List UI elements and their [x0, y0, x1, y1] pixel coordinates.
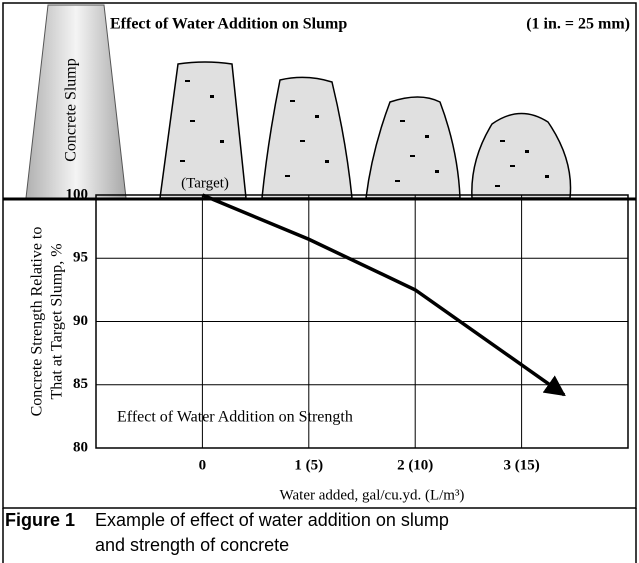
caption-line: Example of effect of water addition on s… — [95, 510, 449, 530]
x-tick-label: 2 (10) — [397, 457, 433, 473]
y-tick-label: 90 — [73, 313, 88, 329]
slump-shape — [366, 97, 460, 198]
slump-shape — [472, 113, 571, 198]
data-line — [202, 195, 564, 395]
x-tick-label: 1 (5) — [294, 457, 323, 473]
y-tick-label: 100 — [66, 186, 89, 202]
caption-label: Figure 1 — [5, 510, 75, 530]
slump-note: (1 in. = 25 mm) — [526, 16, 630, 33]
slump-shape — [262, 77, 352, 198]
y-tick-label: 80 — [73, 439, 88, 455]
y-axis-label: That at Target Slump, % — [49, 243, 66, 399]
x-tick-label: 3 (15) — [503, 457, 539, 473]
slump-title: Effect of Water Addition on Slump — [110, 16, 347, 33]
page: {"chart_data": {"type": "line", "slump_p… — [0, 0, 639, 563]
target-label: (Target) — [181, 175, 229, 191]
y-axis-label: Concrete Strength Relative to — [29, 227, 46, 417]
y-tick-label: 85 — [73, 376, 88, 392]
x-axis-label: Water added, gal/cu.yd. (L/m³) — [280, 487, 465, 503]
cone-label: Concrete Slump — [63, 58, 80, 162]
y-tick-label: 95 — [73, 250, 88, 266]
annotation: Effect of Water Addition on Strength — [117, 409, 353, 426]
figure: Concrete Slump Effect of Water Addition … — [0, 0, 639, 563]
plot: 80 85 90 95 100 0 1 (5) 2 (10) 3 (15) Effect of W… — [29, 186, 628, 503]
caption-line: and strength of concrete — [95, 535, 289, 555]
x-tick-label: 0 — [199, 457, 207, 473]
